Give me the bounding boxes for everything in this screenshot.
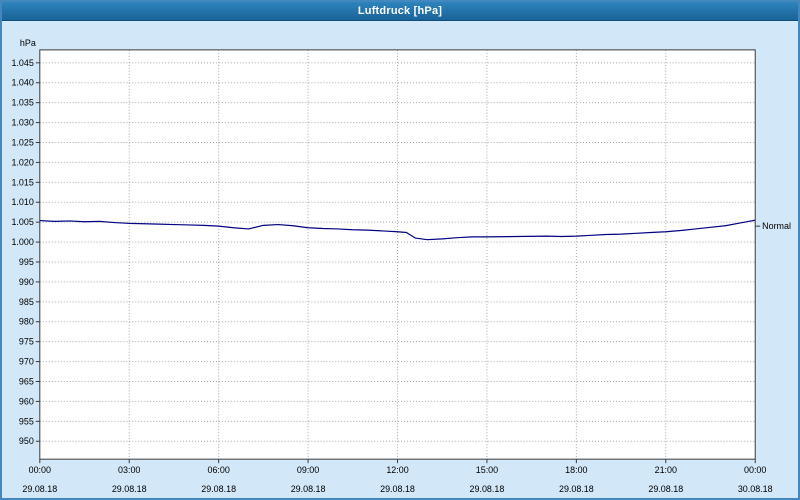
x-tick-date: 29.08.18 bbox=[22, 484, 57, 494]
normal-marker: Normal bbox=[755, 221, 791, 231]
x-tick-date: 29.08.18 bbox=[201, 484, 236, 494]
y-tick-label: 980 bbox=[19, 317, 34, 327]
y-tick-label: 950 bbox=[19, 436, 34, 446]
title-bar: Luftdruck [hPa] bbox=[2, 2, 798, 21]
y-axis-ticks bbox=[35, 62, 40, 442]
x-axis-date-labels: 29.08.18 29.08.18 29.08.18 29.08.18 29.08.18… bbox=[22, 484, 772, 494]
pressure-series-line bbox=[39, 219, 756, 241]
y-tick-label: 955 bbox=[19, 416, 34, 426]
y-axis-labels: 1.045 1.040 1.035 1.030 1.025 1.020 1.015 1.010… bbox=[11, 58, 33, 446]
x-axis-time-labels: 00:00 03:00 06:00 09:00 12:00 15:00 18:00 21:00… bbox=[29, 465, 767, 475]
normal-marker-label: Normal bbox=[762, 221, 791, 231]
x-tick-time: 12:00 bbox=[386, 465, 408, 475]
y-tick-label: 960 bbox=[19, 396, 34, 406]
y-tick-label: 970 bbox=[19, 357, 34, 367]
x-axis-ticks bbox=[39, 459, 756, 464]
y-tick-label: 1.030 bbox=[11, 118, 33, 128]
x-tick-time: 09:00 bbox=[297, 465, 319, 475]
pressure-line-chart: 1.045 1.040 1.035 1.030 1.025 1.020 1.015 1.010… bbox=[11, 38, 791, 494]
y-tick-label: 1.015 bbox=[11, 177, 33, 187]
x-tick-time: 21:00 bbox=[655, 465, 677, 475]
y-tick-label: 965 bbox=[19, 376, 34, 386]
x-tick-time: 06:00 bbox=[207, 465, 229, 475]
x-tick-date: 29.08.18 bbox=[380, 484, 415, 494]
x-tick-date: 29.08.18 bbox=[291, 484, 326, 494]
y-tick-label: 1.040 bbox=[11, 78, 33, 88]
x-tick-date: 29.08.18 bbox=[470, 484, 505, 494]
x-tick-time: 00:00 bbox=[29, 465, 51, 475]
x-tick-time: 00:00 bbox=[744, 465, 766, 475]
x-tick-date: 30.08.18 bbox=[738, 484, 773, 494]
y-tick-label: 990 bbox=[19, 277, 34, 287]
y-tick-label: 1.035 bbox=[11, 98, 33, 108]
y-tick-label: 1.010 bbox=[11, 197, 33, 207]
gridlines bbox=[39, 49, 756, 460]
x-tick-date: 29.08.18 bbox=[648, 484, 683, 494]
y-tick-label: 1.005 bbox=[11, 217, 33, 227]
x-tick-date: 29.08.18 bbox=[559, 484, 594, 494]
y-tick-label: 985 bbox=[19, 297, 34, 307]
x-tick-time: 15:00 bbox=[476, 465, 498, 475]
y-axis-unit-label: hPa bbox=[20, 38, 36, 48]
chart-area: 1.045 1.040 1.035 1.030 1.025 1.020 1.015 1.010… bbox=[2, 21, 798, 498]
y-tick-label: 1.045 bbox=[11, 58, 33, 68]
x-tick-time: 18:00 bbox=[565, 465, 587, 475]
window-title: Luftdruck [hPa] bbox=[357, 5, 443, 17]
x-tick-date: 29.08.18 bbox=[112, 484, 147, 494]
y-tick-label: 1.000 bbox=[11, 237, 33, 247]
y-tick-label: 995 bbox=[19, 257, 34, 267]
y-tick-label: 1.025 bbox=[11, 137, 33, 147]
x-tick-time: 03:00 bbox=[118, 465, 140, 475]
y-tick-label: 1.020 bbox=[11, 157, 33, 167]
plot-background bbox=[39, 49, 756, 460]
y-tick-label: 975 bbox=[19, 337, 34, 347]
